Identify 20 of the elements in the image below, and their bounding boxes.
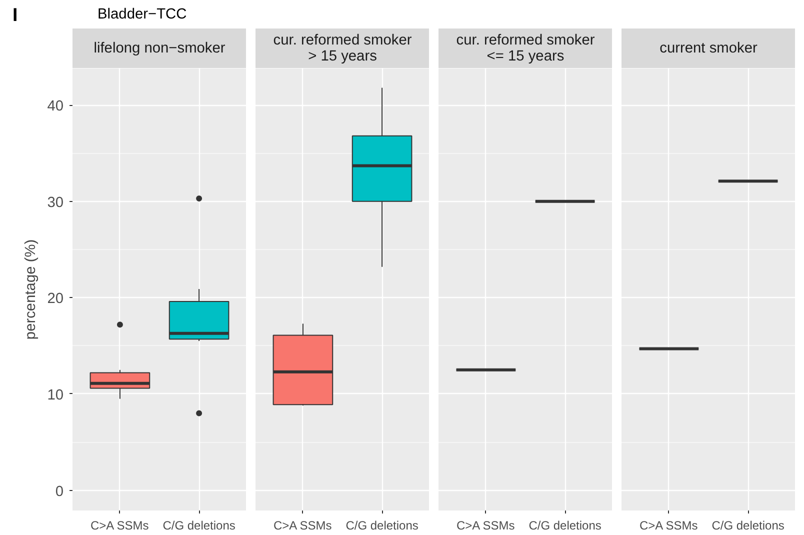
- x-tick-label: C>A SSMs: [90, 518, 149, 532]
- x-tick-label: C/G deletions: [162, 518, 236, 532]
- y-tick-label: 10: [47, 387, 64, 404]
- x-tick-label: C>A SSMs: [273, 518, 332, 532]
- x-tick-label: C/G deletions: [528, 518, 602, 532]
- text: I: [12, 4, 18, 25]
- y-tick-label: 40: [47, 98, 64, 115]
- chart-subtitle: current smoker: [660, 40, 758, 56]
- y-tick-label: 20: [47, 291, 64, 308]
- chart-title: Bladder−TCC: [98, 6, 188, 22]
- chart-subtitle: lifelong non−smoker: [94, 40, 226, 56]
- x-tick-label: C>A SSMs: [639, 518, 698, 532]
- chart-subtitle: cur. reformed smoker > 15 years: [273, 32, 412, 64]
- x-tick-label: C/G deletions: [712, 518, 784, 532]
- x-tick-label: C>A SSMs: [456, 518, 515, 532]
- y-tick-label: 30: [47, 194, 64, 211]
- x-tick-label: C/G deletions: [346, 518, 418, 532]
- y-tick-label: 0: [55, 484, 64, 500]
- chart-subtitle: cur. reformed smoker <= 15 years: [456, 32, 595, 64]
- y-axis-title: percentage (%): [23, 239, 40, 340]
